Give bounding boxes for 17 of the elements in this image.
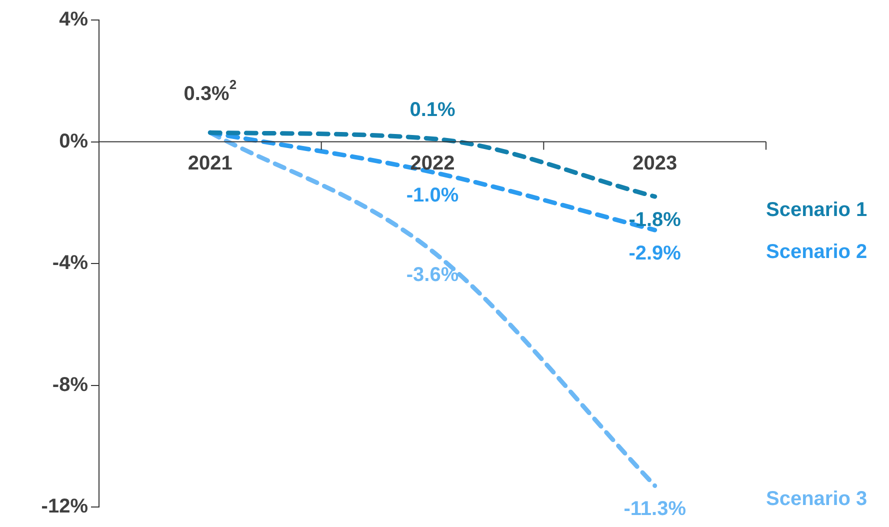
data-label: 0.1% (410, 99, 456, 122)
data-label: -3.6% (406, 264, 459, 286)
y-tick-label: 0% (59, 130, 88, 152)
y-tick-label: -12% (41, 496, 88, 518)
text: Scenario 3 (766, 488, 868, 510)
x-tick-label: 2021 (188, 152, 232, 174)
x-tick-label: 2023 (632, 152, 678, 174)
data-label: -1.0% (406, 184, 459, 207)
y-tick-label: 4% (59, 8, 88, 31)
x-tick-label: 2022 (410, 152, 455, 174)
data-label: -2.9% (628, 242, 682, 265)
text: Scenario 2 (766, 241, 868, 264)
data-label: -11.3% (624, 498, 686, 520)
y-tick-label: -8% (52, 374, 88, 396)
text: Scenario 1 (766, 199, 868, 222)
data-label: -1.8% (628, 209, 682, 232)
y-tick-label: -4% (52, 252, 88, 274)
